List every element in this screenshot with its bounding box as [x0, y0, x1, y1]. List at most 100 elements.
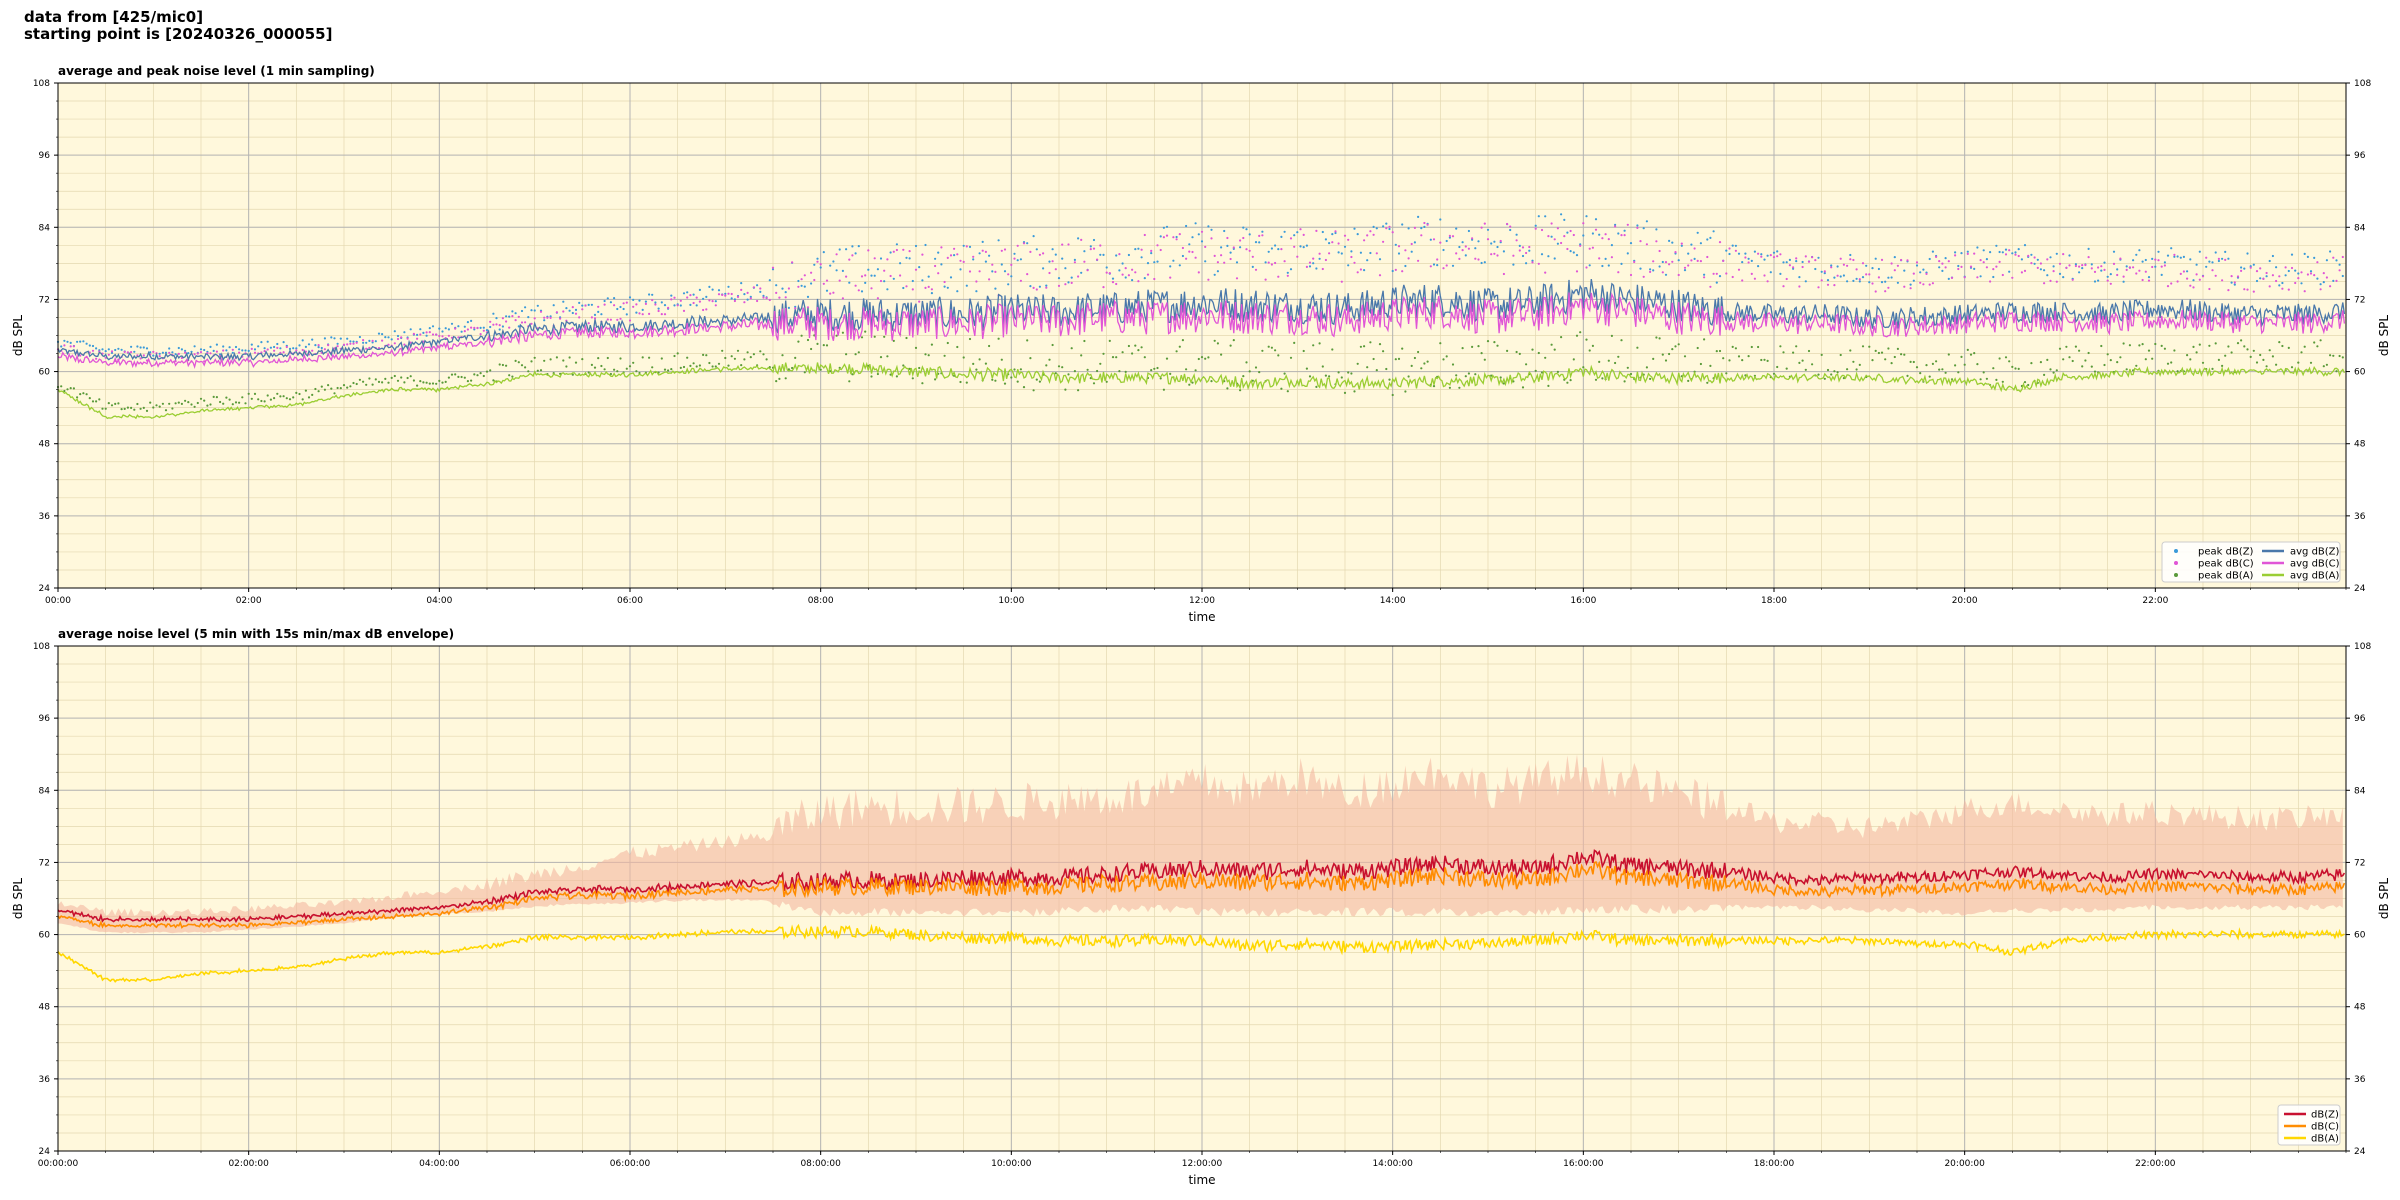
scatter-point — [1035, 248, 1038, 251]
scatter-point — [2093, 280, 2097, 283]
scatter-point — [2240, 269, 2243, 272]
scatter-point — [2217, 358, 2220, 361]
chart-average-peak: average and peak noise level (1 min samp… — [11, 64, 2391, 624]
scatter-point — [1165, 357, 1169, 360]
scatter-point — [1293, 245, 1296, 248]
scatter-point — [266, 340, 269, 343]
scatter-point — [791, 261, 794, 264]
scatter-point — [1096, 258, 1099, 261]
scatter-point — [63, 339, 66, 342]
scatter-point — [425, 381, 428, 384]
scatter-point — [1423, 221, 1426, 225]
scatter-point — [663, 304, 667, 307]
scatter-point — [1861, 345, 1865, 348]
scatter-point — [63, 344, 66, 347]
scatter-point — [1737, 252, 1741, 255]
scatter-point — [908, 250, 911, 253]
scatter-point — [2132, 266, 2135, 269]
scatter-point — [152, 350, 155, 353]
scatter-point — [1305, 265, 1308, 268]
scatter-point — [393, 342, 396, 345]
scatter-point — [2338, 263, 2341, 266]
scatter-point — [362, 341, 365, 344]
scatter-point — [288, 398, 292, 401]
scatter-point — [1655, 228, 1658, 231]
scatter-point — [152, 354, 155, 357]
scatter-point — [1439, 342, 1442, 345]
scatter-point — [1858, 280, 1861, 283]
scatter-point — [126, 351, 129, 354]
scatter-point — [1134, 248, 1137, 251]
scatter-point — [1591, 232, 1594, 235]
scatter-point — [149, 401, 152, 404]
scatter-point — [2084, 263, 2087, 267]
scatter-point — [1413, 226, 1416, 229]
scatter-point — [1547, 255, 1550, 258]
scatter-point — [1928, 375, 1931, 378]
scatter-point — [2065, 266, 2068, 269]
scatter-point — [692, 362, 695, 365]
scatter-point — [79, 340, 82, 343]
scatter-point — [832, 260, 835, 263]
scatter-point — [784, 377, 787, 380]
scatter-point — [1715, 281, 1718, 284]
scatter-point — [825, 344, 829, 347]
scatter-point — [565, 307, 568, 310]
scatter-point — [1865, 273, 1868, 276]
scatter-point — [1575, 254, 1579, 257]
scatter-point — [1337, 242, 1340, 245]
scatter-point — [682, 365, 686, 369]
scatter-point — [2243, 345, 2246, 348]
scatter-point — [1795, 257, 1798, 260]
scatter-point — [431, 382, 435, 385]
scatter-point — [69, 345, 72, 348]
scatter-point — [1976, 276, 1979, 279]
scatter-point — [2208, 344, 2211, 347]
scatter-point — [2017, 254, 2020, 258]
scatter-point — [263, 350, 266, 353]
scatter-point — [2020, 258, 2023, 261]
scatter-point — [463, 325, 466, 328]
scatter-point — [2249, 355, 2252, 358]
scatter-point — [1188, 243, 1191, 246]
scatter-point — [457, 336, 460, 339]
scatter-point — [702, 297, 705, 300]
scatter-point — [342, 384, 346, 387]
scatter-point — [1750, 272, 1753, 275]
scatter-point — [1397, 245, 1401, 248]
scatter-point — [463, 376, 466, 379]
scatter-point — [482, 326, 485, 329]
scatter-point — [2058, 262, 2062, 265]
scatter-point — [1388, 227, 1391, 231]
scatter-point — [1016, 259, 1019, 262]
scatter-point — [1658, 249, 1661, 253]
scatter-point — [2287, 269, 2290, 273]
scatter-point — [667, 306, 670, 309]
scatter-point — [1054, 268, 1057, 271]
y-tick-label-right: 96 — [2354, 151, 2366, 161]
scatter-point — [2030, 262, 2033, 265]
scatter-point — [746, 351, 749, 354]
scatter-point — [1728, 252, 1731, 256]
scatter-point — [1480, 226, 1483, 229]
scatter-point — [730, 297, 733, 300]
scatter-point — [1788, 258, 1791, 261]
scatter-point — [1661, 271, 1664, 274]
scatter-point — [708, 361, 711, 365]
scatter-point — [1893, 269, 1896, 272]
scatter-point — [1426, 360, 1429, 363]
scatter-point — [1769, 254, 1772, 257]
scatter-point — [1912, 360, 1915, 364]
scatter-point — [1795, 260, 1798, 263]
scatter-point — [1696, 259, 1699, 262]
scatter-point — [2109, 359, 2112, 362]
scatter-point — [2023, 269, 2027, 272]
scatter-point — [1286, 274, 1289, 277]
scatter-point — [1204, 357, 1207, 360]
scatter-point — [2043, 282, 2046, 285]
scatter-point — [1833, 276, 1836, 279]
scatter-point — [1035, 378, 1038, 381]
x-tick-label: 06:00 — [617, 596, 643, 606]
scatter-point — [832, 291, 835, 294]
y-tick-label-left: 48 — [39, 440, 51, 450]
